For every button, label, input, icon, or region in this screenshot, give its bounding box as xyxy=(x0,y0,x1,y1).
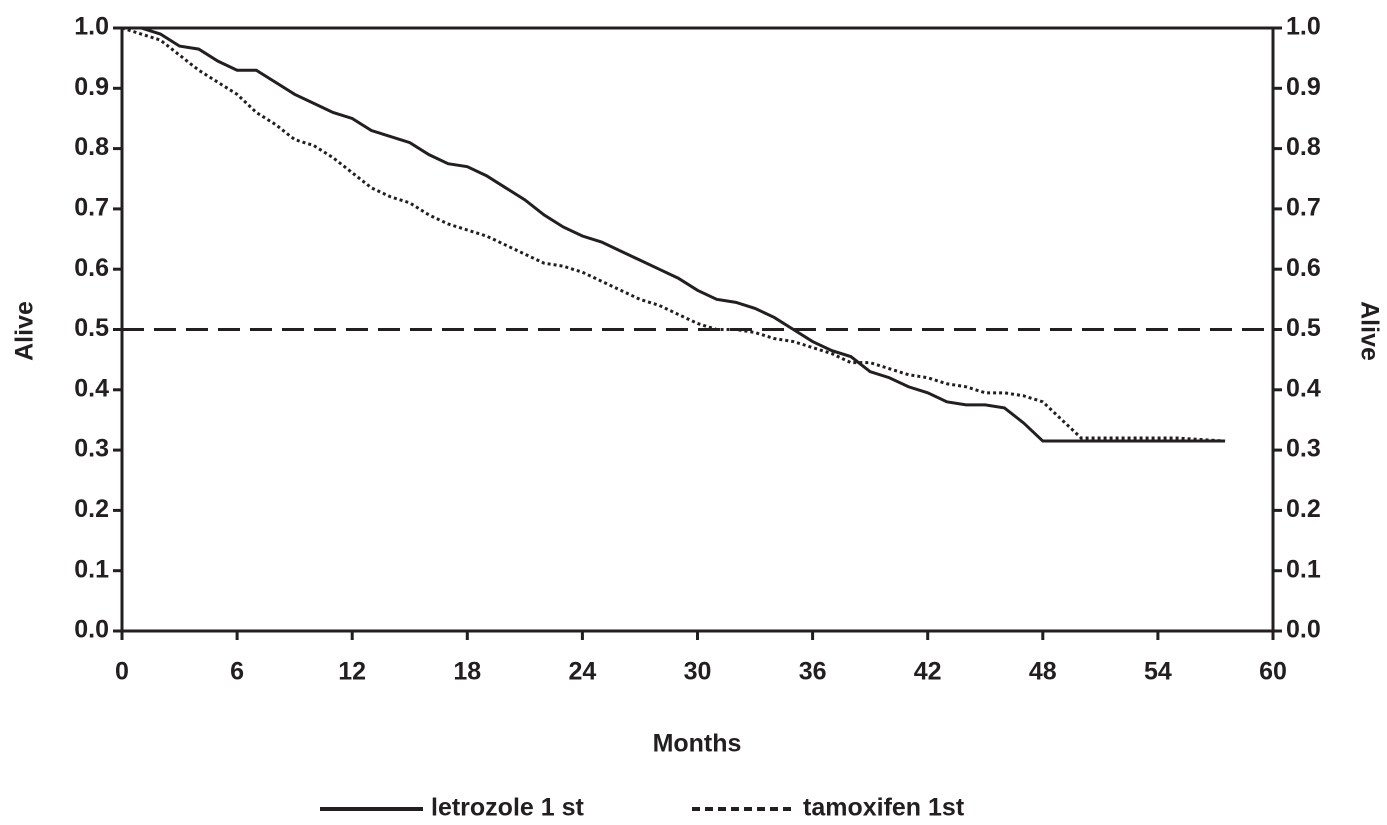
y-tick-label: 0.2 xyxy=(74,495,109,523)
y2-tick-label: 0.2 xyxy=(1286,495,1321,523)
y2-tick-label: 0.4 xyxy=(1286,374,1321,402)
x-tick-label: 48 xyxy=(1029,658,1057,686)
y-tick-label: 0.0 xyxy=(74,616,109,644)
x-tick-label: 6 xyxy=(230,658,244,686)
y-tick-label: 1.0 xyxy=(74,13,109,41)
series-line xyxy=(121,26,1226,443)
y2-tick-label: 0.5 xyxy=(1286,314,1321,342)
x-tick-label: 30 xyxy=(684,658,712,686)
y-tick-label: 0.5 xyxy=(74,314,109,342)
legend-label: tamoxifen 1st xyxy=(803,794,965,822)
y-tick-label: 0.7 xyxy=(74,194,109,222)
y-tick-label: 0.3 xyxy=(74,435,109,463)
x-tick-label: 36 xyxy=(799,658,827,686)
series-line xyxy=(122,26,1226,443)
x-tick-label: 18 xyxy=(453,658,481,686)
y2-tick-label: 0.7 xyxy=(1286,194,1321,222)
y-tick-label: 0.6 xyxy=(74,254,109,282)
y2-tick-label: 0.0 xyxy=(1286,616,1321,644)
y2-axis-label: Alive xyxy=(1355,301,1383,361)
y-tick-label: 0.9 xyxy=(74,73,109,101)
x-tick-label: 60 xyxy=(1259,658,1287,686)
x-tick-label: 0 xyxy=(115,658,129,686)
y2-tick-label: 1.0 xyxy=(1286,13,1321,41)
x-tick-label: 42 xyxy=(914,658,942,686)
legend-label: letrozole 1 st xyxy=(431,794,584,822)
y2-tick-label: 0.6 xyxy=(1286,254,1321,282)
x-tick-label: 24 xyxy=(568,658,596,686)
y-tick-label: 0.4 xyxy=(74,374,109,402)
x-axis-label: Months xyxy=(653,730,742,758)
x-tick-label: 54 xyxy=(1144,658,1172,686)
y2-tick-label: 0.9 xyxy=(1286,73,1321,101)
y-axis-label: Alive xyxy=(11,301,39,361)
y2-tick-label: 0.3 xyxy=(1286,435,1321,463)
y-tick-label: 0.8 xyxy=(74,133,109,161)
y-tick-label: 0.1 xyxy=(74,555,109,583)
y2-tick-label: 0.8 xyxy=(1286,133,1321,161)
y2-tick-label: 0.1 xyxy=(1286,555,1321,583)
x-tick-label: 12 xyxy=(338,658,366,686)
